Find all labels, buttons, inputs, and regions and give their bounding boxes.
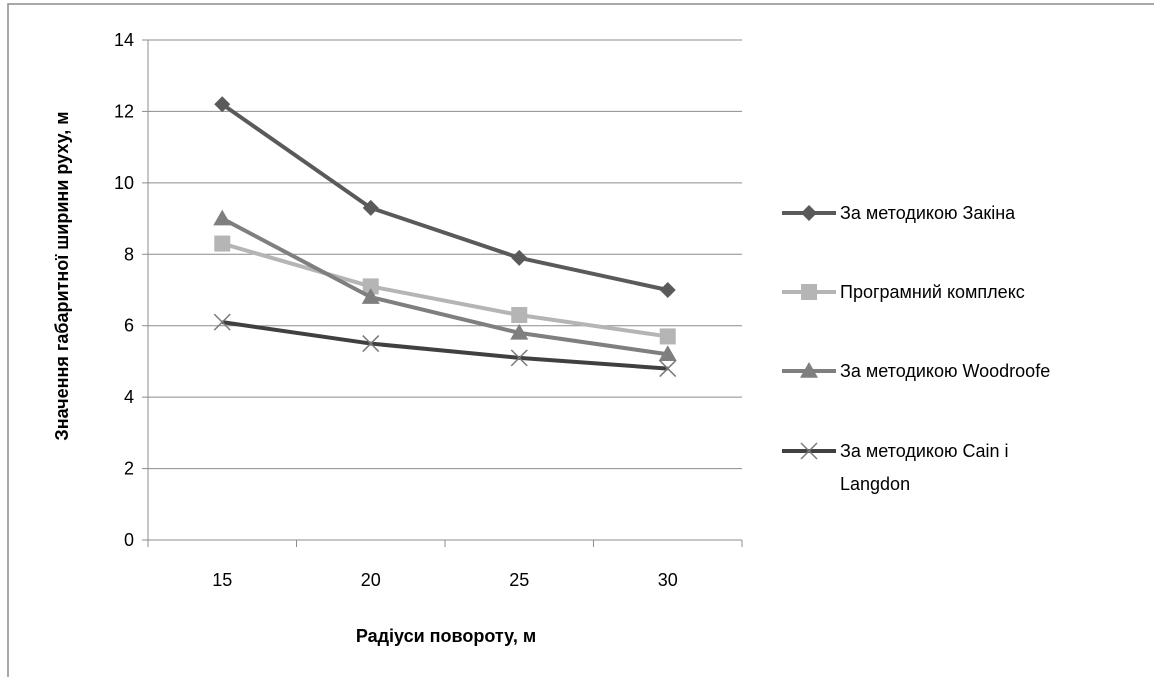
data-point-x: [510, 349, 528, 367]
data-point-square: [362, 278, 379, 295]
data-point-diamond: [214, 96, 231, 113]
y-tick-label: 2: [124, 459, 134, 479]
series-group: [213, 96, 677, 378]
legend-label: За методикою Закіна: [840, 203, 1016, 223]
series-4: [213, 313, 677, 378]
x-tick-label: 15: [212, 570, 232, 590]
series-line: [221, 320, 668, 371]
data-point-diamond: [801, 205, 817, 221]
data-point-square: [511, 307, 528, 323]
series-line: [221, 241, 669, 339]
data-point-x: [213, 313, 231, 331]
y-axis-title: Значення габаритної ширини руху, м: [52, 111, 72, 440]
legend-item: За методикою Cain і Langdon: [782, 441, 1009, 494]
y-tick-label: 8: [124, 244, 134, 264]
series-line: [221, 216, 669, 357]
y-tick-label: 0: [124, 530, 134, 550]
legend-label: Програмний комплекс: [840, 282, 1025, 302]
data-point-x: [800, 442, 818, 460]
data-point-diamond: [362, 199, 379, 216]
data-point-triangle: [800, 362, 818, 378]
data-point-diamond: [511, 249, 528, 266]
data-point-square: [801, 284, 817, 300]
x-tick-label: 30: [658, 570, 678, 590]
series-2: [214, 235, 676, 345]
y-tick-label: 12: [114, 101, 134, 121]
data-point-triangle: [361, 288, 380, 304]
legend-label: За методикою Woodroofe: [840, 361, 1050, 381]
data-point-square: [214, 235, 231, 252]
legend-item: За методикою Закіна: [782, 203, 1016, 223]
gridlines: [148, 39, 742, 470]
series-1: [214, 96, 676, 298]
data-point-triangle: [658, 345, 677, 362]
x-axis-title: Радіуси повороту, м: [356, 626, 536, 646]
x-tick-label: 20: [361, 570, 381, 590]
legend: За методикою Закіна Програмний комплекс За…: [782, 203, 1050, 494]
series-line: [221, 102, 669, 292]
legend-label: Langdon: [840, 474, 910, 494]
y-tick-label: 14: [114, 30, 134, 50]
series-3: [213, 209, 677, 362]
data-point-triangle: [213, 209, 232, 226]
data-point-square: [659, 328, 676, 345]
y-tick-label: 6: [124, 316, 134, 336]
legend-item: Програмний комплекс: [782, 282, 1025, 302]
data-point-x: [362, 335, 380, 353]
data-point-diamond: [659, 282, 676, 298]
y-tick-label: 4: [124, 387, 134, 407]
legend-label: За методикою Cain і: [840, 441, 1009, 461]
x-tick-label: 25: [509, 570, 529, 590]
y-tick-label: 10: [114, 173, 134, 193]
data-point-x: [659, 360, 677, 378]
legend-item: За методикою Woodroofe: [782, 361, 1050, 381]
data-point-triangle: [510, 323, 529, 340]
axes: 0 2 4 6 8 10 12 14 15 20 25 30: [114, 30, 743, 590]
